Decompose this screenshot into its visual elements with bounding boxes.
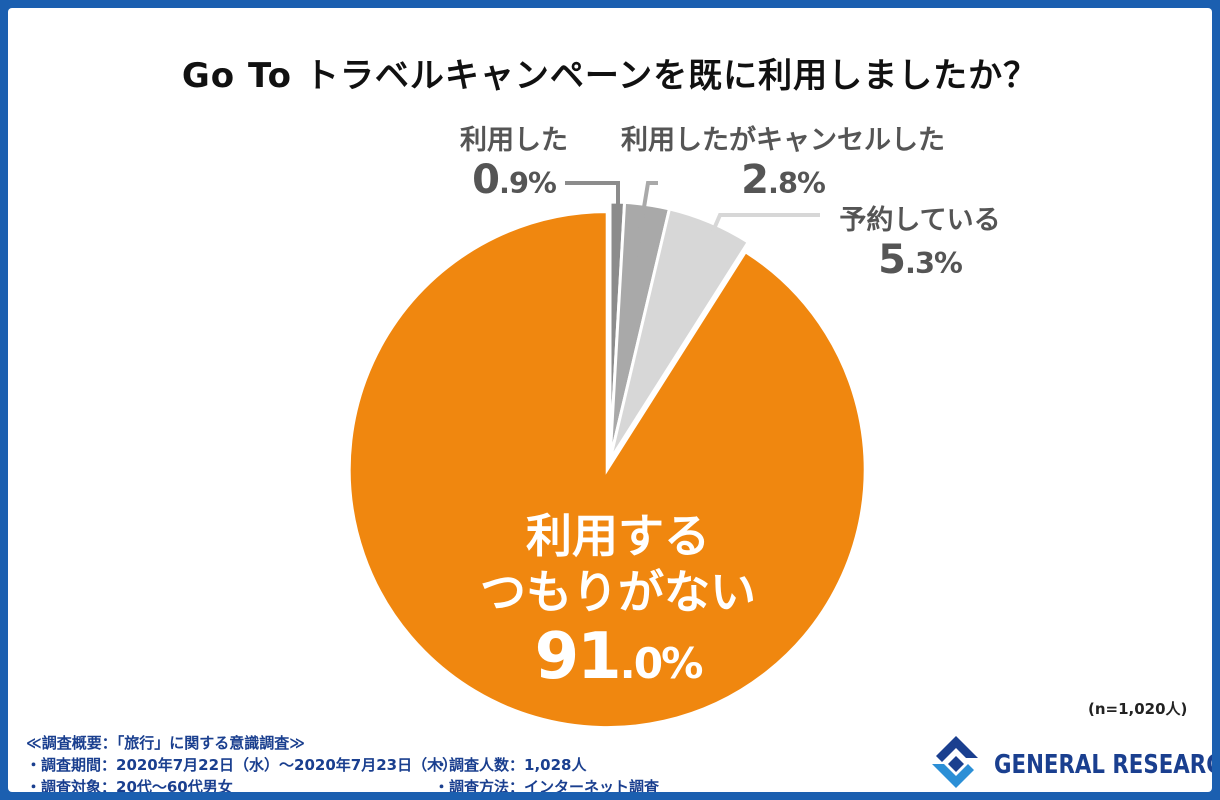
slice-not-planning <box>347 210 867 730</box>
slice-percent-reserved: 5.3% <box>878 237 963 283</box>
slice-percent-used: 0.9% <box>472 157 557 203</box>
slice-label-used: 利用した 0.9% <box>454 118 574 203</box>
slice-reserved <box>608 207 751 461</box>
slice-label-cancelled: 利用したがキャンセルした 2.8% <box>618 118 948 203</box>
summary-method: ・調査方法：インターネット調査 <box>434 778 660 792</box>
summary-heading: ≪調査概要：「旅行」に関する意識調査≫ <box>26 734 305 752</box>
survey-summary: ≪調査概要：「旅行」に関する意識調査≫ ・調査期間：2020年7月22日（水）～… <box>26 732 659 792</box>
slice-label-reserved: 予約している 5.3% <box>820 198 1020 283</box>
chart-frame: Go To トラベルキャンペーンを既に利用しましたか？ 利用した 0.9% 利用… <box>8 8 1212 792</box>
slice-percent-cancelled: 2.8% <box>741 157 826 203</box>
summary-target: ・調査対象：20代～60代男女 <box>26 778 233 792</box>
slice-category-cancelled: 利用したがキャンセルした <box>621 125 945 156</box>
leader-line-used <box>565 181 620 248</box>
leader-line-cancelled <box>634 181 658 257</box>
chart-title: Go To トラベルキャンペーンを既に利用しましたか？ <box>181 56 1039 96</box>
slice-category-reserved: 予約している <box>839 205 1001 236</box>
company-logo: GENERAL RESEARCH <box>926 734 1212 792</box>
summary-count: ・調査人数：1,028人 <box>434 756 587 774</box>
leader-line-reserved <box>696 213 820 267</box>
slice-label-not-planning: 利用する つもりがない 91.0% <box>458 508 778 694</box>
pie-chart <box>347 181 867 730</box>
slice-category-not-planning-line2: つもりがない <box>480 565 756 619</box>
sample-size-note: (n=1,020人) <box>1088 700 1188 718</box>
slice-percent-not-planning: 91.0% <box>534 620 704 694</box>
summary-period: ・調査期間：2020年7月22日（水）～2020年7月23日（木） <box>26 756 458 774</box>
slice-category-not-planning-line1: 利用する <box>526 509 710 563</box>
logo-mark-icon <box>932 736 978 788</box>
logo-text: GENERAL RESEARCH <box>994 750 1212 780</box>
slice-category-used: 利用した <box>460 125 568 156</box>
